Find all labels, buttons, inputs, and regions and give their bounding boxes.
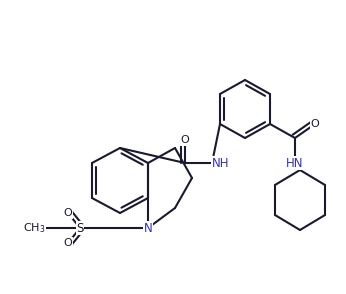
Text: O: O	[64, 238, 72, 248]
Text: O: O	[311, 119, 319, 129]
Text: NH: NH	[212, 156, 229, 170]
Text: CH$_3$: CH$_3$	[22, 221, 45, 235]
Text: O: O	[181, 135, 189, 145]
Text: O: O	[64, 208, 72, 218]
Text: N: N	[144, 221, 152, 235]
Text: HN: HN	[286, 156, 304, 170]
Text: S: S	[76, 221, 84, 235]
